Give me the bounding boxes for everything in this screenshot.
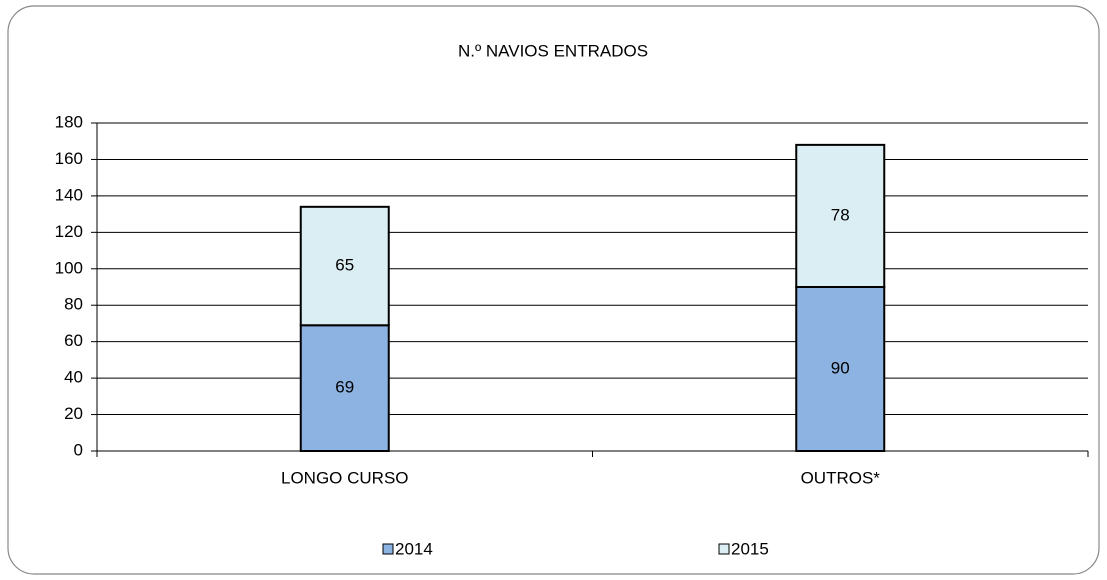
data-label: 69 [335,378,354,397]
bar-segment [299,324,390,452]
x-tick-label: LONGO CURSO [281,468,409,487]
y-tick-label: 60 [64,331,83,350]
data-label: 90 [831,358,850,377]
legend-swatch [718,543,730,555]
bar-segment [299,205,390,327]
bar-segment [795,143,886,288]
chart-frame [7,5,1100,575]
y-tick-label: 40 [64,368,83,387]
y-tick-label: 180 [55,112,83,131]
x-tick-label: OUTROS* [801,468,881,487]
y-tick-label: 0 [74,440,83,459]
y-tick-label: 120 [55,222,83,241]
legend-swatch [382,543,394,555]
data-label: 65 [335,256,354,275]
y-tick-label: 80 [64,295,83,314]
y-tick-label: 160 [55,149,83,168]
y-tick-label: 20 [64,404,83,423]
data-label: 78 [831,205,850,224]
y-tick-label: 140 [55,185,83,204]
legend-label: 2014 [395,539,433,558]
legend-label: 2015 [731,539,769,558]
y-tick-label: 100 [55,258,83,277]
chart-title: N.º NAVIOS ENTRADOS [458,41,648,60]
